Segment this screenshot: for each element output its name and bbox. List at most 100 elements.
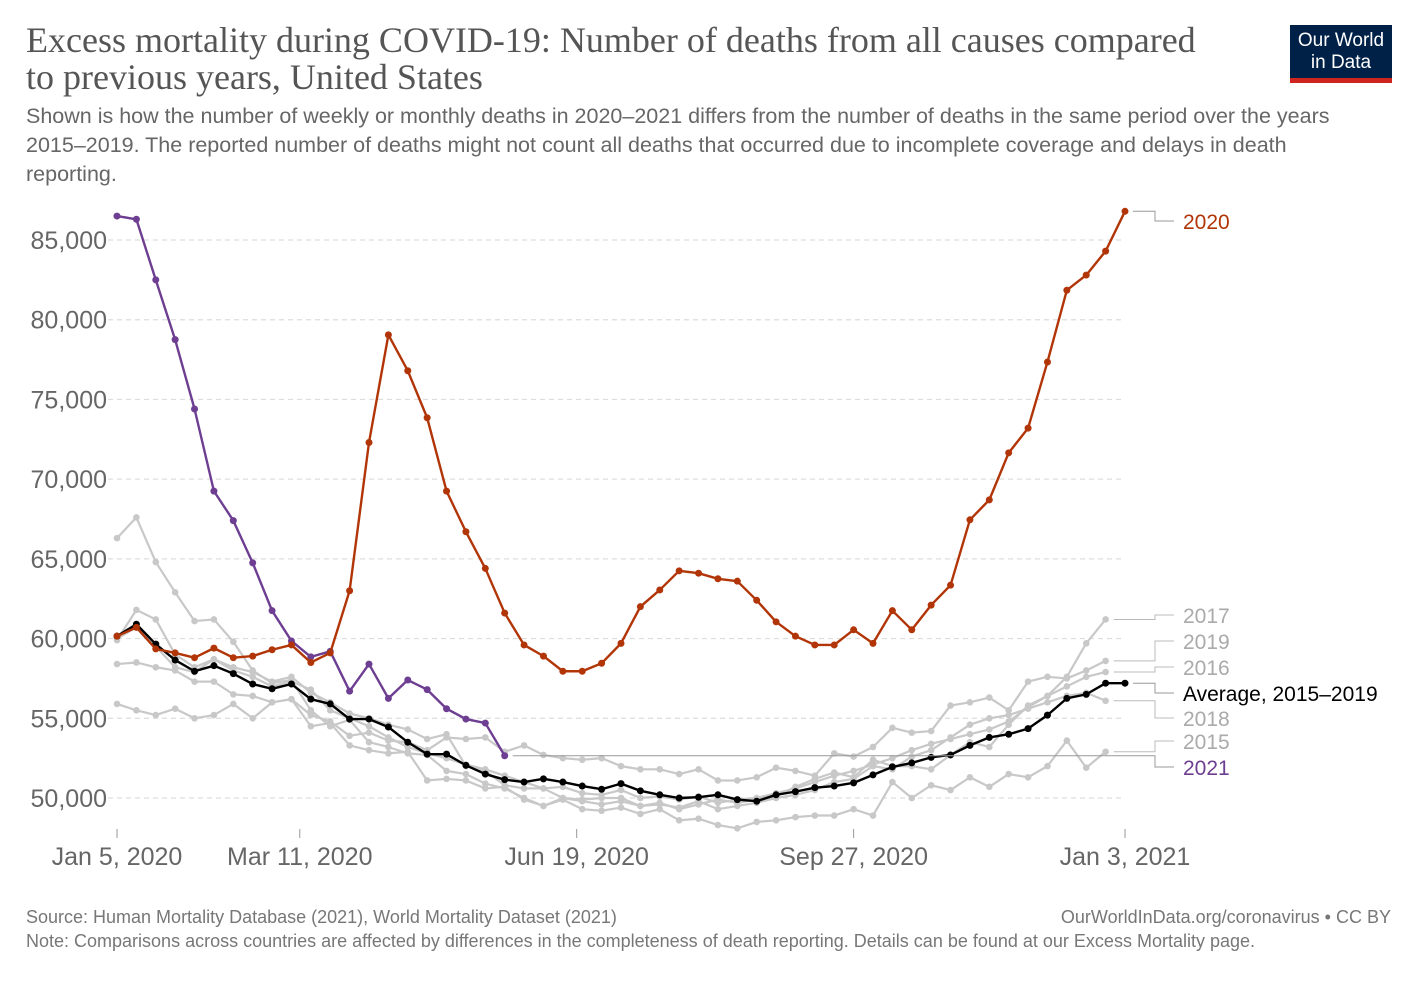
data-point-2020 (365, 438, 373, 446)
data-point-average-2015-2019 (326, 700, 334, 708)
data-point-2018 (675, 804, 683, 811)
legend-label-2020: 2020 (1183, 211, 1230, 234)
data-point-2016 (1005, 721, 1012, 728)
data-point-2017 (927, 740, 935, 748)
source-text: Source: Human Mortality Database (2021),… (26, 907, 617, 927)
data-point-2016 (520, 785, 528, 792)
data-point-2016 (869, 756, 877, 764)
data-point-2017 (559, 783, 567, 791)
data-point-2018 (482, 780, 489, 787)
data-point-2018 (947, 734, 954, 741)
data-point-2016 (423, 735, 431, 743)
data-point-average-2015-2019 (501, 776, 509, 784)
data-point-2018 (133, 514, 140, 521)
legend-connector (1113, 740, 1174, 753)
data-point-2016 (1082, 673, 1090, 681)
data-point-2015 (540, 802, 547, 810)
data-point-2019 (986, 694, 993, 701)
data-point-2019 (462, 735, 470, 743)
credit-link[interactable]: OurWorldInData.org/coronavirus • CC BY (1060, 907, 1391, 927)
data-point-2019 (637, 766, 644, 773)
x-tick-label: Jan 3, 2021 (1060, 843, 1191, 871)
data-point-2018 (191, 617, 198, 625)
data-point-2019 (113, 660, 121, 668)
data-point-2018 (986, 714, 993, 722)
data-point-2015 (637, 810, 644, 818)
data-point-average-2015-2019 (733, 796, 741, 804)
data-point-2015 (714, 821, 722, 829)
data-point-2019 (656, 766, 664, 773)
data-point-2019 (152, 663, 160, 671)
data-point-2017 (850, 767, 857, 775)
data-point-2017 (617, 786, 625, 794)
data-point-2019 (307, 711, 315, 719)
data-point-2020 (1121, 207, 1129, 215)
data-point-average-2015-2019 (636, 787, 644, 795)
data-point-2019 (927, 727, 935, 735)
data-point-2015 (191, 714, 198, 722)
data-point-2015 (578, 805, 586, 813)
data-point-average-2015-2019 (365, 715, 373, 723)
owid-logo[interactable]: Our World in Data (1290, 25, 1392, 83)
data-point-2018 (462, 770, 470, 778)
data-point-2018 (617, 797, 625, 805)
data-point-2021 (501, 752, 509, 760)
data-point-2019 (230, 691, 237, 698)
series-line-2021 (116, 214, 506, 757)
legend-connector (1133, 210, 1174, 222)
data-point-2019 (753, 773, 760, 781)
data-point-2015 (675, 817, 683, 824)
data-point-2020 (966, 516, 974, 524)
data-point-2019 (947, 702, 954, 709)
note-text: Note: Comparisons across countries are a… (26, 931, 1256, 951)
data-point-2018 (734, 802, 741, 810)
data-point-2020 (636, 603, 644, 611)
data-point-2017 (578, 789, 586, 797)
data-point-average-2015-2019 (966, 741, 974, 749)
data-point-2019 (133, 659, 140, 666)
y-tick-label: 50,000 (31, 785, 107, 813)
data-point-2015 (695, 815, 702, 823)
data-point-2020 (191, 654, 199, 662)
data-point-average-2015-2019 (1043, 711, 1051, 719)
data-point-average-2015-2019 (675, 794, 683, 802)
data-point-2015 (443, 775, 450, 783)
data-point-average-2015-2019 (927, 753, 935, 761)
data-point-2015 (598, 807, 605, 815)
data-point-average-2015-2019 (210, 662, 218, 670)
data-point-2015 (830, 812, 838, 819)
data-point-average-2015-2019 (985, 733, 993, 741)
data-point-average-2015-2019 (481, 770, 489, 778)
data-point-2019 (1082, 667, 1090, 674)
data-point-2020 (811, 641, 819, 649)
x-tick-label: Mar 11, 2020 (227, 843, 372, 871)
data-point-2019 (966, 699, 974, 706)
data-point-average-2015-2019 (578, 782, 586, 790)
data-point-2018 (598, 801, 605, 808)
data-point-2015 (850, 805, 857, 813)
data-point-2015 (986, 783, 993, 791)
data-point-2016 (443, 730, 450, 738)
data-point-2015 (772, 817, 780, 824)
data-point-2016 (927, 766, 935, 773)
data-point-2021 (210, 487, 218, 495)
legend-label-2021: 2021 (1183, 757, 1230, 780)
data-point-2020 (539, 652, 547, 660)
data-point-2015 (1082, 764, 1090, 772)
data-point-2015 (1024, 773, 1032, 781)
data-point-2018 (307, 707, 315, 714)
data-point-2018 (1044, 699, 1051, 706)
legend-connector (1113, 700, 1174, 719)
data-point-2019 (249, 692, 256, 700)
data-point-2017 (133, 606, 140, 614)
data-point-2018 (249, 667, 256, 674)
data-point-2020 (656, 586, 664, 594)
legend-label-2019: 2019 (1183, 631, 1230, 654)
data-point-average-2015-2019 (462, 761, 470, 769)
data-point-2017 (326, 707, 334, 714)
data-point-2020 (578, 667, 586, 675)
data-point-2020 (1005, 449, 1013, 457)
data-point-2015 (947, 786, 954, 794)
data-point-2015 (927, 781, 935, 789)
data-point-2016 (404, 726, 412, 733)
